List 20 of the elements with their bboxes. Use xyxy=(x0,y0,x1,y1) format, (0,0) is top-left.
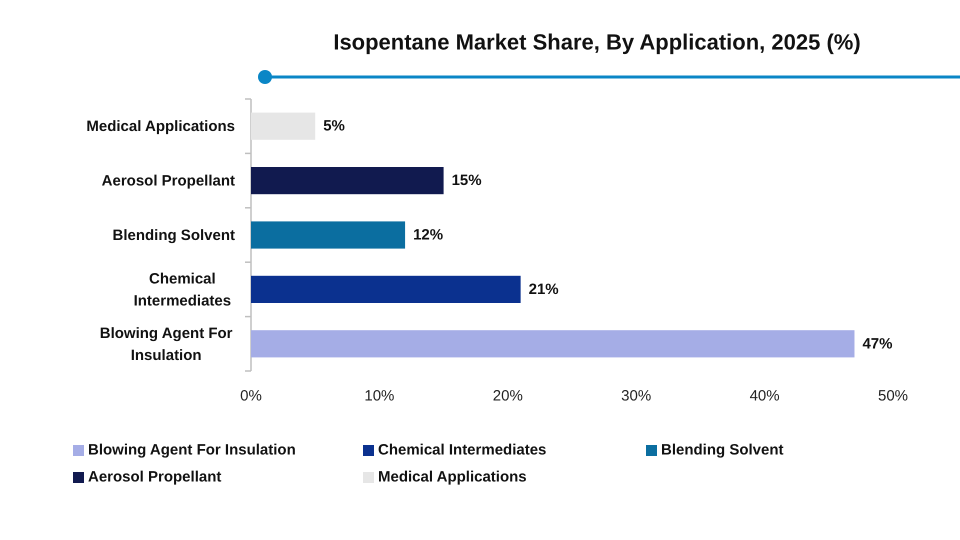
y-tick-label: Blowing Agent For Insulation xyxy=(100,324,233,364)
data-label: 21% xyxy=(528,280,559,298)
legend-label: Chemical Intermediates xyxy=(378,442,546,458)
y-tick-label: Medical Applications xyxy=(86,118,235,135)
x-tick-label: 30% xyxy=(621,388,652,404)
x-tick-label: 50% xyxy=(878,388,908,404)
chart-title: Isopentane Market Share, By Application, 2025 (%) xyxy=(333,30,861,54)
y-tick-label: Chemical Intermediates xyxy=(134,270,232,309)
x-tick-label: 20% xyxy=(492,388,523,404)
x-tick-label: 40% xyxy=(750,388,780,404)
y-tick-label: Blending Solvent xyxy=(112,226,235,244)
y-tick-label: Aerosol Propellant xyxy=(102,172,236,190)
legend-label: Blending Solvent xyxy=(661,442,784,458)
x-tick-label: 0% xyxy=(240,388,262,404)
legend-label: Medical Applications xyxy=(378,468,527,486)
data-label: 15% xyxy=(452,172,482,190)
data-label: 5% xyxy=(323,118,345,135)
data-label: 12% xyxy=(413,226,444,244)
x-tick-label: 10% xyxy=(364,388,394,404)
data-label: 47% xyxy=(862,335,893,352)
